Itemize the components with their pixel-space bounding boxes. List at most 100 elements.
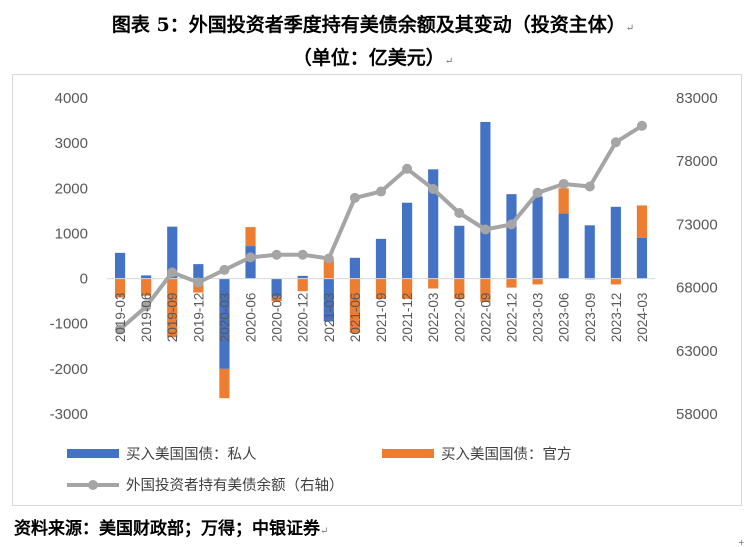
private-bar: [193, 264, 204, 279]
source-text: 资料来源：美国财政部；万得；中银证券: [14, 519, 320, 539]
right-axis-tick-label: 73000: [676, 216, 718, 233]
x-axis-tick-label: 2022-03: [426, 293, 441, 343]
combo-chart: -3000 -2000 -1000 0 1000 2000 3000 4000 58000 630…: [50, 90, 718, 494]
left-axis-tick-label: 1000: [55, 225, 88, 242]
x-axis-tick-label: 2019-09: [165, 293, 180, 343]
holdings-marker: [532, 187, 543, 198]
private-bar: [271, 278, 282, 297]
chart-subtitle: （单位：亿美元）: [292, 47, 445, 69]
official-bar: [480, 278, 491, 303]
paragraph-mark: ↵: [444, 56, 454, 67]
holdings-marker: [506, 219, 517, 230]
right-axis-tick-label: 63000: [676, 343, 718, 360]
holdings-marker: [584, 181, 595, 192]
x-axis-tick-label: 2019-06: [139, 293, 154, 343]
x-axis-tick-label: 2020-06: [244, 293, 259, 343]
official-bar: [323, 259, 334, 279]
left-axis-tick-label: 4000: [55, 90, 88, 107]
holdings-marker: [271, 249, 282, 260]
right-axis-tick-label: 78000: [676, 153, 718, 170]
official-bar: [114, 278, 126, 298]
private-bar: [141, 275, 152, 279]
official-bar: [219, 368, 230, 399]
x-axis-tick-label: 2020-12: [296, 293, 311, 343]
holdings-marker: [115, 324, 126, 335]
right-axis-tick-label: 68000: [676, 280, 718, 297]
left-axis-tick-label: 0: [80, 271, 88, 288]
official-bar: [349, 278, 360, 333]
private-bar: [245, 246, 256, 279]
holdings-marker: [558, 178, 569, 189]
official-bar: [558, 188, 569, 214]
official-bar: [141, 278, 152, 296]
x-axis-tick-label: 2021-03: [322, 293, 337, 343]
private-bar: [167, 226, 178, 279]
official-bar: [610, 278, 621, 285]
holdings-marker: [167, 267, 178, 278]
paragraph-mark: ↵: [320, 526, 329, 537]
holdings-marker: [636, 120, 647, 131]
holdings-marker: [428, 184, 439, 195]
x-axis-tick-label: 2023-03: [531, 293, 546, 343]
holdings-marker: [454, 208, 465, 219]
private-bar: [532, 196, 543, 279]
official-bar: [428, 278, 439, 289]
x-axis-tick-label: 2022-12: [504, 293, 519, 343]
private-bar: [636, 237, 648, 279]
private-bar: [558, 213, 569, 279]
source-line: 资料来源：美国财政部；万得；中银证券↵: [14, 514, 328, 539]
official-bar: [245, 227, 256, 247]
holdings-marker: [610, 137, 621, 148]
legend-swatch-official: [382, 449, 434, 458]
private-bar: [375, 238, 387, 279]
official-bar: [636, 205, 648, 238]
holdings-marker: [193, 277, 204, 288]
x-axis-tick-label: 2024-03: [635, 293, 650, 343]
official-bar: [402, 278, 413, 299]
chart-title: 图表 5：外国投资者季度持有美债余额及其变动（投资主体）: [111, 14, 626, 36]
private-bar: [297, 275, 308, 279]
x-axis-tick-label: 2021-06: [348, 293, 363, 343]
x-axis-tick-label: 2019-12: [191, 293, 206, 343]
x-axis-tick-label: 2022-06: [452, 293, 467, 343]
holdings-marker: [323, 253, 334, 264]
x-axis-tick-label: 2019-03: [113, 293, 128, 343]
legend-marker-holdings: [88, 480, 98, 490]
paragraph-mark: ↵: [625, 23, 635, 34]
private-bar: [219, 278, 230, 369]
x-axis-tick-label: 2021-09: [374, 293, 389, 343]
x-axis-tick-label: 2020-09: [270, 293, 285, 343]
holdings-marker: [245, 252, 256, 263]
chart-title-line: 图表 5：外国投资者季度持有美债余额及其变动（投资主体）↵: [0, 10, 746, 37]
x-axis-tick-label: 2022-09: [478, 293, 493, 343]
private-bar: [454, 225, 465, 279]
chart-subtitle-line: （单位：亿美元）↵: [0, 43, 746, 70]
x-axis-tick-label: 2023-09: [583, 293, 598, 343]
private-bar: [428, 169, 439, 279]
private-bar: [480, 121, 491, 279]
left-axis-tick-label: -3000: [50, 406, 88, 423]
holdings-marker: [141, 301, 152, 312]
legend-swatch-private: [67, 449, 119, 458]
left-axis-tick-label: 2000: [55, 180, 88, 197]
x-axis-tick-label: 2023-06: [557, 293, 572, 343]
private-bar: [610, 206, 621, 279]
official-bar: [297, 278, 308, 292]
page-end-mark: +: [738, 538, 745, 547]
left-axis-tick-label: -2000: [50, 361, 88, 378]
legend-label-official: 买入美国国债：官方: [441, 446, 572, 463]
x-axis-tick-label: 2021-12: [400, 293, 415, 343]
private-bar: [506, 194, 517, 279]
legend-label-holdings: 外国投资者持有美债余额（右轴）: [126, 476, 344, 494]
left-axis-tick-label: -1000: [50, 316, 88, 333]
holdings-marker: [480, 224, 491, 235]
private-bar: [402, 202, 413, 279]
official-bar: [167, 278, 178, 338]
x-axis-tick-label: 2023-12: [609, 293, 624, 343]
right-axis-tick-label: 83000: [676, 90, 718, 107]
official-bar: [532, 278, 543, 285]
private-bar: [323, 278, 334, 322]
holdings-marker: [376, 186, 386, 197]
right-axis-tick-label: 58000: [676, 406, 718, 423]
private-bar: [584, 225, 595, 279]
